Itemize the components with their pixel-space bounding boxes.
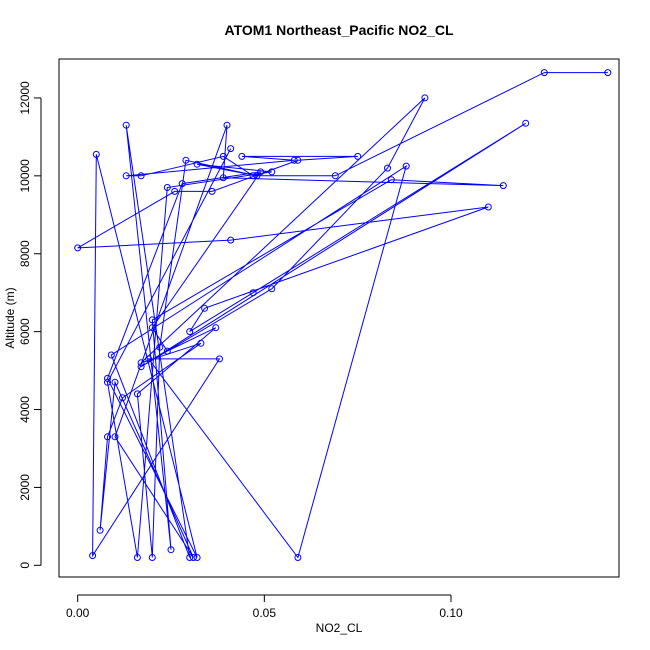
data-point (522, 119, 530, 127)
data-point (201, 304, 209, 312)
data-point (208, 187, 216, 195)
x-tick-label: 0.00 (66, 606, 90, 620)
data-point (104, 378, 111, 386)
data-point (219, 174, 227, 182)
y-tick-label: 8000 (18, 240, 32, 267)
data-point (163, 184, 171, 191)
data-point (89, 552, 97, 560)
data-point (186, 554, 194, 561)
x-tick-label: 0.10 (439, 606, 463, 620)
data-point (384, 164, 391, 172)
data-point (182, 156, 190, 164)
data-point (249, 289, 257, 297)
data-point (148, 316, 156, 324)
y-axis-label: Altitude (m) (3, 287, 17, 348)
data-point (122, 121, 130, 129)
y-tick-label: 6000 (18, 318, 32, 345)
data-point (133, 390, 141, 398)
data-point (107, 351, 115, 359)
data-point (189, 554, 197, 561)
data-point (193, 160, 201, 168)
data-point (227, 145, 235, 153)
data-point (484, 203, 492, 211)
data-point (122, 172, 130, 180)
data-point (148, 324, 156, 332)
data-point (186, 328, 194, 336)
data-point (387, 176, 395, 184)
data-point (74, 244, 82, 252)
data-point (137, 172, 145, 180)
data-point (96, 526, 104, 534)
data-point (104, 374, 111, 382)
data-point (104, 433, 111, 441)
data-point (257, 168, 265, 176)
data-point (499, 182, 507, 190)
data-point (163, 347, 171, 355)
data-point (354, 152, 362, 160)
data-point (540, 69, 548, 77)
data-point (290, 156, 298, 164)
series-line (77, 72, 608, 559)
data-point (156, 343, 164, 351)
data-point (145, 355, 153, 363)
series-layer (74, 69, 612, 561)
data-point (137, 359, 145, 367)
data-point (249, 172, 257, 180)
x-tick-label: 0.05 (253, 606, 277, 620)
data-point (294, 554, 302, 561)
y-axis: 0 2000 4000 6000 8000 10000 12000 (18, 81, 42, 569)
y-tick-label: 10000 (18, 159, 32, 193)
chart-title: ATOM1 Northeast_Pacific NO2_CL (225, 22, 454, 38)
data-point (253, 172, 261, 180)
y-tick-label: 2000 (18, 474, 32, 501)
data-point (167, 546, 175, 554)
data-point (178, 180, 186, 188)
data-point (227, 236, 235, 244)
data-point (604, 69, 612, 77)
data-point (111, 433, 119, 441)
data-point (133, 554, 141, 561)
data-point (268, 168, 276, 176)
data-point (421, 94, 429, 102)
data-point (119, 394, 126, 402)
data-point (268, 285, 276, 293)
data-point (294, 156, 302, 164)
data-point (219, 152, 227, 160)
data-point (223, 121, 231, 129)
data-point (111, 378, 119, 386)
y-tick-label: 12000 (18, 81, 32, 115)
x-axis: 0.00 0.05 0.10 (66, 594, 463, 620)
y-tick-label: 4000 (18, 396, 32, 423)
data-point (171, 187, 179, 195)
data-point (212, 324, 220, 332)
data-point (216, 355, 223, 363)
data-point (197, 339, 205, 347)
data-point (137, 363, 145, 371)
plot-frame (58, 58, 620, 578)
x-axis-label: NO2_CL (316, 621, 363, 635)
y-tick-label: 0 (18, 562, 32, 569)
data-point (238, 152, 246, 160)
data-point (193, 554, 201, 561)
data-point (331, 172, 339, 180)
data-point (92, 150, 100, 158)
data-point (402, 162, 410, 170)
data-point (148, 554, 156, 561)
